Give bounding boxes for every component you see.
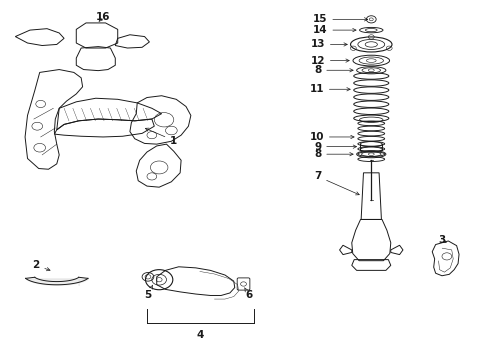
Text: 15: 15 — [312, 14, 367, 24]
Text: 10: 10 — [309, 132, 353, 142]
Text: 11: 11 — [309, 84, 349, 94]
Text: 3: 3 — [437, 235, 445, 245]
Text: 8: 8 — [313, 65, 352, 75]
Text: 6: 6 — [244, 288, 252, 301]
Text: 13: 13 — [310, 40, 346, 49]
Text: 4: 4 — [197, 330, 204, 340]
Text: 2: 2 — [32, 260, 50, 271]
Text: 12: 12 — [310, 55, 348, 66]
Text: 9: 9 — [313, 141, 356, 152]
Text: 5: 5 — [144, 285, 152, 301]
Text: 8: 8 — [313, 149, 352, 159]
Text: 14: 14 — [312, 25, 355, 35]
Text: 7: 7 — [313, 171, 359, 195]
Text: 16: 16 — [96, 12, 110, 22]
Text: 1: 1 — [145, 128, 177, 145]
